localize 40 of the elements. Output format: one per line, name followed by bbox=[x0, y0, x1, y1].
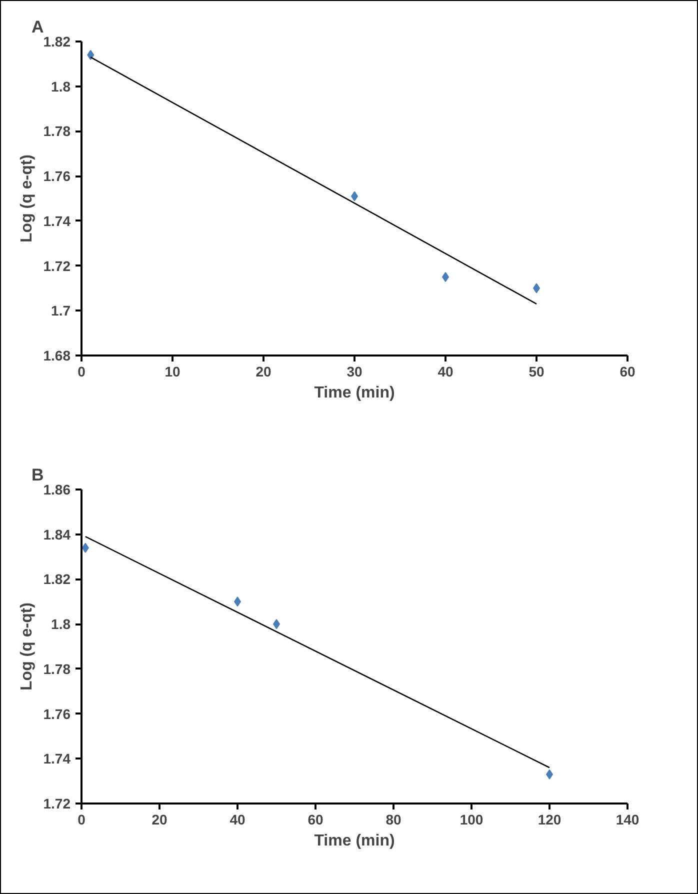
x-axis-title: Time (min) bbox=[314, 384, 395, 402]
y-tick-label: 1.76 bbox=[43, 168, 71, 184]
x-tick-label: 140 bbox=[616, 812, 640, 828]
y-tick-label: 1.72 bbox=[43, 258, 71, 274]
x-tick-label: 40 bbox=[438, 364, 454, 380]
point bbox=[87, 50, 94, 60]
x-tick-label: 80 bbox=[386, 812, 402, 828]
y-tick-label: 1.78 bbox=[43, 660, 71, 677]
y-tick-label: 1.7 bbox=[51, 302, 71, 319]
y-axis-title: Log (q e-qt) bbox=[18, 154, 36, 242]
x-tick-label: 50 bbox=[528, 364, 544, 380]
y-tick-label: 1.68 bbox=[43, 348, 71, 364]
y-tick-label: 1.84 bbox=[43, 526, 71, 542]
y-tick-label: 1.78 bbox=[43, 123, 71, 140]
y-tick-label: 1.8 bbox=[51, 78, 71, 94]
chart-title: A bbox=[32, 18, 44, 36]
chart-title: B bbox=[32, 466, 44, 484]
x-tick-label: 10 bbox=[164, 364, 180, 380]
x-tick-label: 120 bbox=[538, 812, 562, 828]
x-tick-label: 0 bbox=[78, 364, 86, 380]
x-tick-label: 100 bbox=[460, 812, 484, 828]
x-tick-label: 20 bbox=[152, 812, 168, 828]
y-axis-title: Log (q e-qt) bbox=[18, 602, 36, 690]
y-tick-label: 1.74 bbox=[43, 212, 71, 229]
y-tick-label: 1.8 bbox=[51, 616, 71, 632]
x-tick-label: 60 bbox=[620, 364, 636, 380]
y-tick-label: 1.76 bbox=[43, 706, 71, 722]
y-tick-label: 1.86 bbox=[43, 482, 71, 498]
point bbox=[82, 542, 89, 553]
x-tick-label: 60 bbox=[308, 812, 324, 828]
x-tick-label: 30 bbox=[346, 364, 362, 380]
x-tick-label: 40 bbox=[230, 812, 246, 828]
point bbox=[442, 272, 449, 282]
y-tick-label: 1.82 bbox=[43, 34, 71, 50]
x-tick-label: 20 bbox=[256, 364, 272, 380]
y-tick-label: 1.82 bbox=[43, 571, 71, 588]
x-axis-title: Time (min) bbox=[314, 832, 395, 850]
y-tick-label: 1.74 bbox=[43, 750, 71, 767]
y-tick-label: 1.72 bbox=[43, 796, 71, 812]
x-tick-label: 0 bbox=[78, 812, 86, 828]
